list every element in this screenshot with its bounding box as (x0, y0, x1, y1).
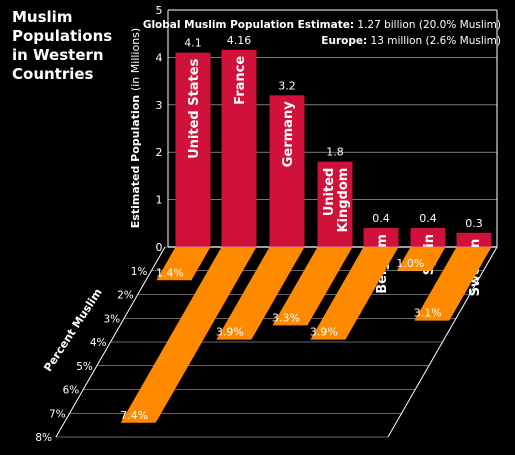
population-value-label: 4.1 (184, 37, 202, 50)
population-bar (456, 232, 492, 247)
population-tick-label: 5 (156, 4, 163, 17)
title-line: Countries (12, 65, 94, 83)
population-value-label: 3.2 (278, 79, 296, 92)
population-axis-label: Estimated Population (in Millions) (129, 28, 142, 228)
percent-bar (396, 247, 446, 271)
title-line: Muslim (12, 8, 73, 26)
population-axis-label-unit: (in Millions) (129, 28, 142, 91)
population-tick-label: 3 (156, 99, 163, 112)
percent-value-label: 1.4% (156, 266, 184, 279)
percent-tick-label: 2% (117, 290, 134, 302)
europe-estimate-label: Europe: (321, 35, 368, 47)
population-category-label: France (233, 56, 248, 105)
global-estimate-value: 1.27 billion (20.0% Muslim) (354, 19, 501, 31)
percent-bar (156, 247, 211, 281)
info-box: Global Muslim Population Estimate: 1.27 … (143, 17, 501, 49)
population-category-label: Kingdom (336, 168, 351, 233)
percent-value-label: 3.1% (414, 307, 442, 320)
population-value-label: 1.8 (326, 146, 344, 159)
percent-tick-label: 5% (76, 361, 93, 373)
population-tick-label: 0 (156, 241, 163, 254)
population-value-label: 0.3 (465, 217, 483, 230)
percent-value-label: 3.9% (310, 326, 338, 339)
percent-tick-label: 3% (103, 313, 120, 325)
population-category-label: United States (187, 58, 202, 159)
population-bar (221, 49, 257, 248)
percent-bar (310, 247, 399, 340)
population-bar (317, 161, 353, 247)
percent-value-label: 1.0% (396, 257, 424, 270)
population-bar (410, 228, 446, 247)
percent-bar (272, 247, 353, 326)
percent-right-axis (387, 246, 498, 438)
percent-bar (120, 247, 257, 423)
title-line: Populations (12, 27, 113, 45)
percent-value-label: 3.9% (216, 326, 244, 339)
europe-estimate-value: 13 million (2.6% Muslim) (367, 35, 501, 47)
population-tick-label: 1 (156, 194, 163, 207)
percent-tick-label: 4% (90, 337, 107, 349)
population-bar (175, 52, 211, 247)
population-value-label: 4.16 (227, 34, 252, 47)
percent-tick-label: 7% (49, 408, 66, 420)
population-category-label: Germany (281, 101, 296, 167)
percent-bar (216, 247, 305, 340)
population-value-label: 0.4 (419, 212, 437, 225)
percent-value-label: 7.4% (120, 409, 148, 422)
global-estimate-label: Global Muslim Population Estimate: (142, 19, 355, 31)
title-line: in Western (12, 46, 104, 64)
population-bar (363, 228, 399, 247)
population-tick-label: 2 (156, 146, 163, 159)
percent-left-axis (55, 246, 166, 438)
percent-tick-label: 8% (35, 432, 52, 444)
population-axis-label-main: Estimated Population (129, 91, 142, 228)
population-value-label: 0.4 (372, 212, 390, 225)
percent-tick-label: 6% (63, 385, 80, 397)
percent-tick-label: 1% (131, 266, 148, 278)
population-tick-label: 4 (156, 51, 163, 64)
population-category-label: United (322, 168, 337, 217)
europe-estimate-line: Europe: 13 million (2.6% Muslim) (143, 33, 501, 49)
population-bar (269, 95, 305, 247)
global-estimate-line: Global Muslim Population Estimate: 1.27 … (143, 17, 501, 33)
chart-title: Muslim Populations in Western Countries (12, 8, 132, 84)
percent-value-label: 3.3% (272, 311, 300, 324)
percent-axis-label: Percent Muslim (41, 286, 104, 374)
percent-bar (414, 247, 492, 321)
